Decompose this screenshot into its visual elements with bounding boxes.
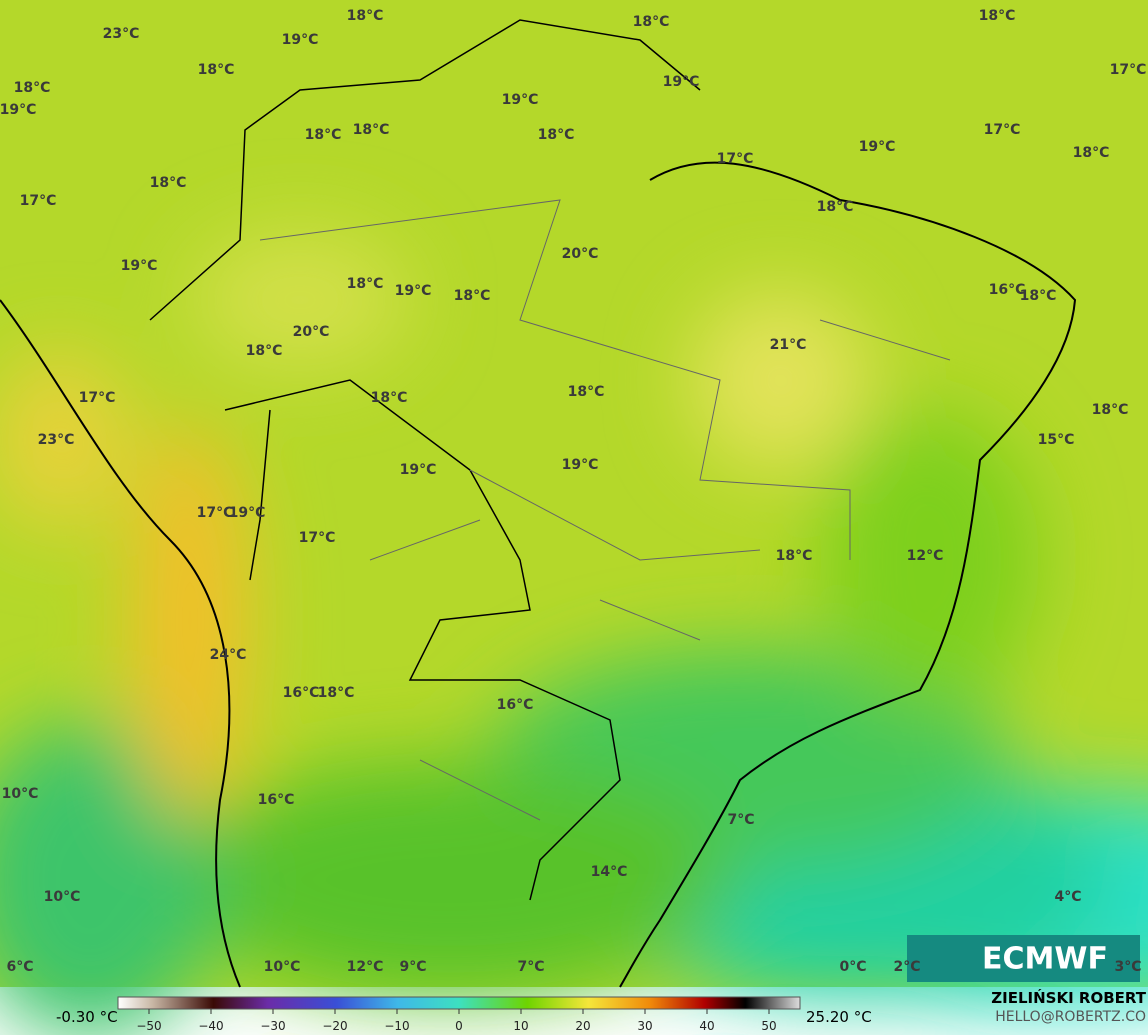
colorbar-tick-label: 40 [699, 1019, 714, 1033]
temp-label: 20°C [562, 246, 599, 262]
temp-label: 17°C [984, 122, 1021, 138]
temp-label: 15°C [1038, 432, 1075, 448]
temp-label: 18°C [14, 80, 51, 96]
temp-label: 18°C [198, 62, 235, 78]
temp-label: 0°C [839, 959, 866, 975]
colorbar-tick-label: −10 [384, 1019, 409, 1033]
temp-label: 18°C [150, 175, 187, 191]
temp-label: 17°C [717, 151, 754, 167]
temp-label: 19°C [395, 283, 432, 299]
temp-label: 16°C [258, 792, 295, 808]
colorbar-tick-label: 10 [513, 1019, 528, 1033]
temp-label: 18°C [633, 14, 670, 30]
temp-label: 10°C [264, 959, 301, 975]
temp-label: 18°C [454, 288, 491, 304]
author: ZIELIŃSKI ROBERT [991, 988, 1146, 1007]
colorbar-tick-label: −30 [260, 1019, 285, 1033]
colorbar-tick-label: −40 [198, 1019, 223, 1033]
temp-label: 3°C [1114, 959, 1141, 975]
temp-label: 19°C [121, 258, 158, 274]
temp-label: 7°C [517, 959, 544, 975]
colorbar-tick-label: 0 [455, 1019, 463, 1033]
temp-label: 14°C [591, 864, 628, 880]
colorbar-max: 25.20 °C [806, 1008, 872, 1026]
temp-label: 10°C [2, 786, 39, 802]
temp-label: 18°C [568, 384, 605, 400]
temp-label: 23°C [38, 432, 75, 448]
colorbar-tick-label: −20 [322, 1019, 347, 1033]
temp-label: 4°C [1054, 889, 1081, 905]
temp-label: 19°C [229, 505, 266, 521]
colorbar-tick-label: 50 [761, 1019, 776, 1033]
temp-label: 10°C [44, 889, 81, 905]
temp-label: 20°C [293, 324, 330, 340]
temp-label: 18°C [347, 8, 384, 24]
temp-label: 18°C [1092, 402, 1129, 418]
temp-label: 18°C [305, 127, 342, 143]
temp-label: 18°C [246, 343, 283, 359]
temp-label: 9°C [399, 959, 426, 975]
temp-label: 16°C [497, 697, 534, 713]
temp-label: 12°C [347, 959, 384, 975]
contact: HELLO@ROBERTZ.CO [995, 1009, 1146, 1025]
temp-label: 18°C [776, 548, 813, 564]
logo-box [907, 935, 1140, 982]
colorbar-tick-label: −50 [136, 1019, 161, 1033]
temp-label: 18°C [538, 127, 575, 143]
temp-label: 19°C [400, 462, 437, 478]
temp-label: 2°C [893, 959, 920, 975]
colorbar [117, 996, 801, 1010]
colorbar-tick-label: 20 [575, 1019, 590, 1033]
temp-label: 16°C [283, 685, 320, 701]
temp-label: 18°C [1073, 145, 1110, 161]
temp-label: 17°C [299, 530, 336, 546]
temp-label: 17°C [1110, 62, 1147, 78]
temp-label: 19°C [0, 102, 36, 118]
temp-label: 18°C [371, 390, 408, 406]
temp-label: 18°C [347, 276, 384, 292]
temp-label: 19°C [859, 139, 896, 155]
logo: ECMWF [982, 942, 1108, 977]
temp-label: 24°C [210, 647, 247, 663]
temp-label: 19°C [663, 74, 700, 90]
temp-label: 19°C [282, 32, 319, 48]
temp-label: 18°C [979, 8, 1016, 24]
temp-label: 21°C [770, 337, 807, 353]
temp-label: 18°C [817, 199, 854, 215]
temp-label: 6°C [6, 959, 33, 975]
temp-label: 18°C [1020, 288, 1057, 304]
colorbar-tick-label: 30 [637, 1019, 652, 1033]
temp-label: 23°C [103, 26, 140, 42]
temp-label: 7°C [727, 812, 754, 828]
colorbar-min: -0.30 °C [56, 1008, 118, 1026]
temp-label: 12°C [907, 548, 944, 564]
temp-label: 19°C [502, 92, 539, 108]
temp-label: 19°C [562, 457, 599, 473]
temp-label: 16°C [989, 282, 1026, 298]
temp-label: 17°C [197, 505, 234, 521]
temp-label: 17°C [20, 193, 57, 209]
temp-label: 18°C [318, 685, 355, 701]
temp-label: 17°C [79, 390, 116, 406]
temp-label: 18°C [353, 122, 390, 138]
